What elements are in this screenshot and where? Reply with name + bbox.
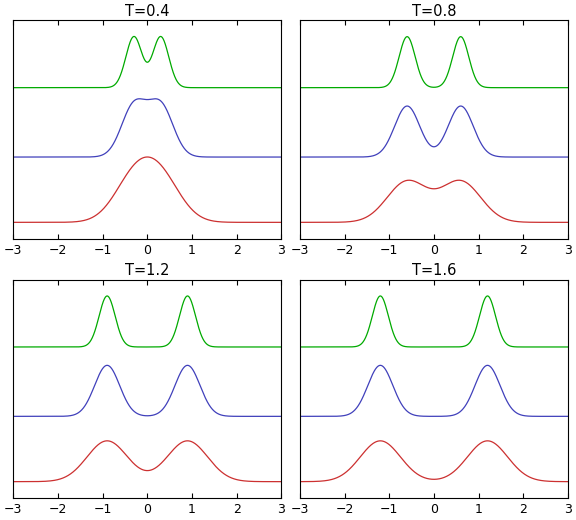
Title: T=0.8: T=0.8 <box>412 4 456 19</box>
Title: T=0.4: T=0.4 <box>125 4 169 19</box>
Title: T=1.6: T=1.6 <box>412 264 456 279</box>
Title: T=1.2: T=1.2 <box>125 264 169 279</box>
